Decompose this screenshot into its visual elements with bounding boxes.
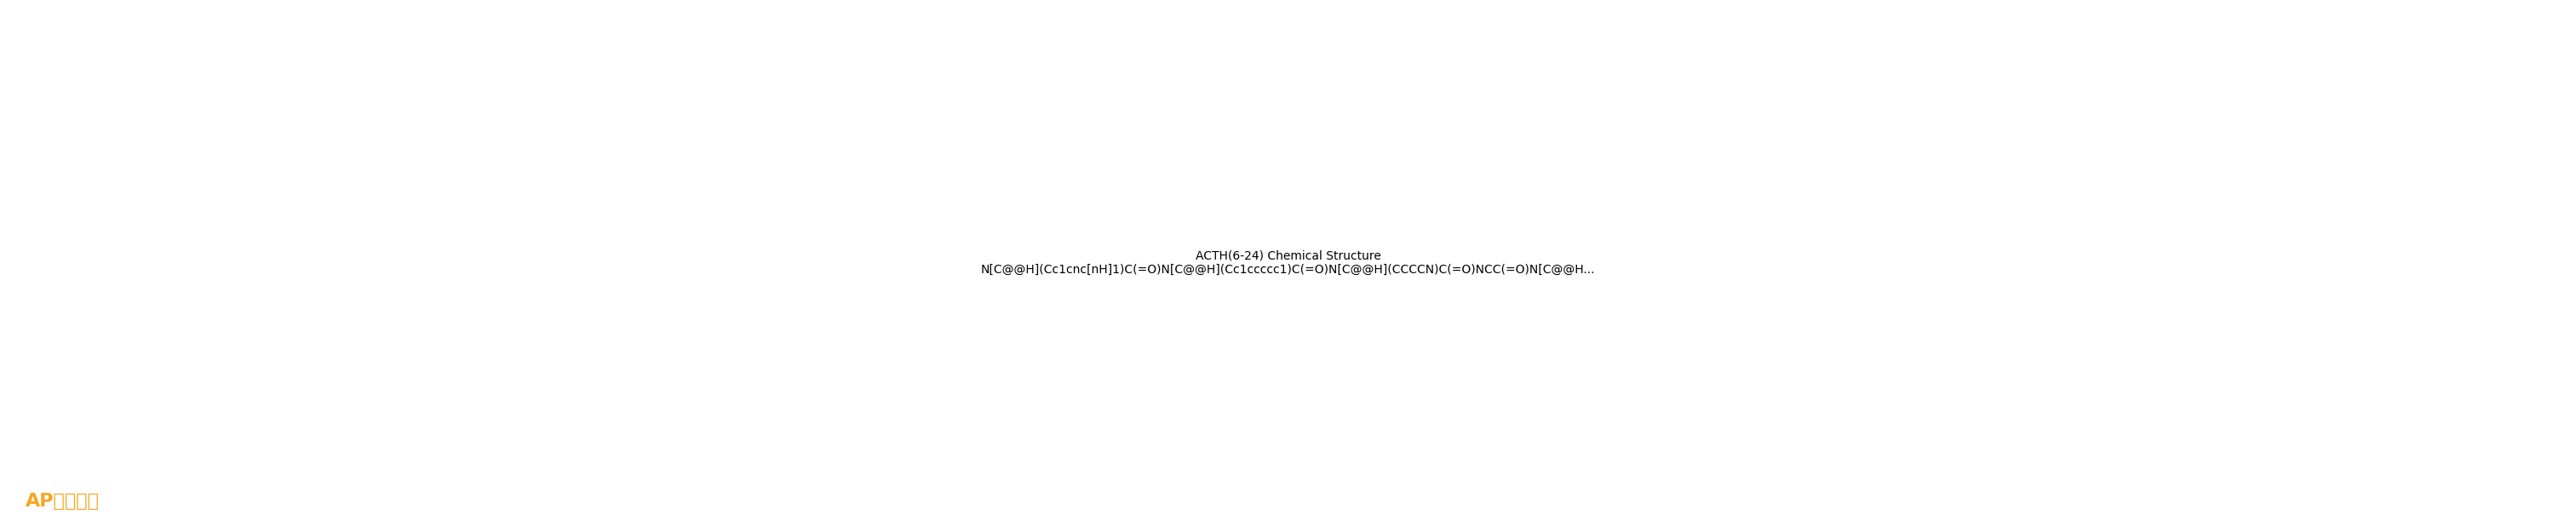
Text: AP专肽生物: AP专肽生物 — [26, 493, 100, 510]
Text: ACTH(6-24) Chemical Structure
N[C@@H](Cc1cnc[nH]1)C(=O)N[C@@H](Cc1ccccc1)C(=O)N[: ACTH(6-24) Chemical Structure N[C@@H](Cc… — [981, 250, 1595, 276]
